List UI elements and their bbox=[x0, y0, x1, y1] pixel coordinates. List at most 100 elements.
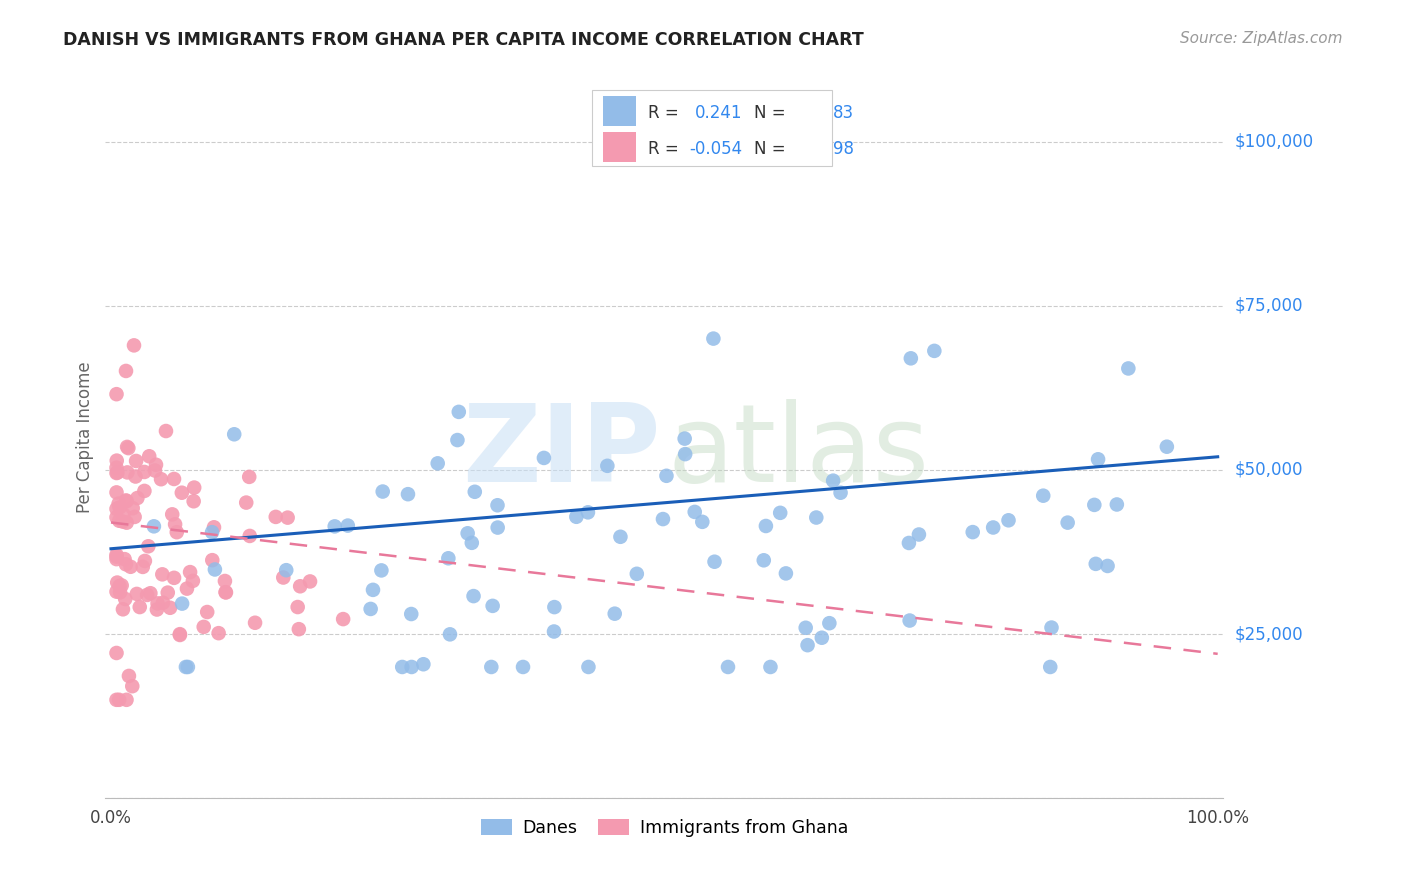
Point bbox=[142, 519, 165, 533]
Point bbox=[811, 631, 834, 645]
Point bbox=[165, 517, 187, 532]
Point bbox=[447, 405, 470, 419]
Bar bbox=[603, 95, 637, 126]
Point bbox=[166, 525, 188, 540]
Text: R =: R = bbox=[648, 104, 678, 122]
Point bbox=[150, 472, 173, 486]
Point bbox=[181, 574, 204, 588]
Text: 0.241: 0.241 bbox=[695, 104, 742, 122]
Text: $75,000: $75,000 bbox=[1234, 297, 1303, 315]
Point bbox=[370, 563, 392, 577]
Point bbox=[122, 338, 145, 352]
Point bbox=[796, 638, 818, 652]
Point bbox=[128, 600, 150, 615]
Point bbox=[360, 602, 382, 616]
Point bbox=[543, 600, 565, 615]
Point bbox=[717, 660, 740, 674]
Point bbox=[115, 440, 138, 454]
Point bbox=[114, 592, 136, 607]
Point bbox=[457, 526, 479, 541]
Point bbox=[981, 520, 1004, 534]
Point bbox=[235, 495, 257, 509]
Text: ZIP: ZIP bbox=[463, 399, 661, 505]
Point bbox=[170, 485, 193, 500]
Point bbox=[794, 621, 817, 635]
Point bbox=[121, 679, 143, 693]
Bar bbox=[603, 132, 637, 162]
Text: $50,000: $50,000 bbox=[1234, 461, 1303, 479]
Point bbox=[111, 515, 134, 529]
Point bbox=[169, 628, 191, 642]
Point bbox=[146, 602, 169, 616]
Point bbox=[105, 453, 128, 467]
Point bbox=[769, 506, 792, 520]
Point bbox=[172, 597, 194, 611]
Point bbox=[150, 567, 173, 582]
Point bbox=[463, 589, 485, 603]
Point bbox=[179, 565, 201, 579]
Point bbox=[486, 498, 509, 512]
Point bbox=[215, 585, 238, 599]
Point bbox=[115, 494, 138, 508]
Point bbox=[1087, 452, 1109, 467]
Point bbox=[437, 551, 460, 566]
Point bbox=[136, 588, 159, 602]
Point bbox=[1032, 489, 1054, 503]
Point bbox=[336, 518, 359, 533]
Point bbox=[391, 660, 413, 674]
Point bbox=[299, 574, 322, 589]
Point bbox=[214, 585, 236, 599]
Point bbox=[818, 616, 841, 631]
Point bbox=[124, 509, 146, 524]
Point bbox=[193, 620, 215, 634]
Point bbox=[609, 530, 631, 544]
Point bbox=[1156, 440, 1178, 454]
Point bbox=[112, 508, 135, 522]
Point bbox=[239, 529, 262, 543]
Point bbox=[105, 693, 128, 707]
Point bbox=[169, 627, 191, 641]
Point bbox=[673, 432, 696, 446]
Point bbox=[111, 578, 134, 592]
Point bbox=[108, 579, 131, 593]
Point bbox=[578, 660, 600, 674]
Point bbox=[1040, 621, 1063, 635]
Text: N =: N = bbox=[754, 104, 786, 122]
Point bbox=[201, 525, 224, 540]
Point bbox=[134, 483, 156, 498]
Point bbox=[105, 548, 128, 562]
Point bbox=[759, 660, 782, 674]
Point bbox=[426, 456, 449, 470]
Point bbox=[900, 351, 922, 366]
Point bbox=[755, 519, 778, 533]
Point bbox=[145, 458, 167, 472]
Text: Source: ZipAtlas.com: Source: ZipAtlas.com bbox=[1180, 31, 1343, 46]
Point bbox=[243, 615, 266, 630]
Text: -0.054: -0.054 bbox=[689, 140, 742, 159]
Point bbox=[908, 527, 931, 541]
Point bbox=[125, 587, 148, 601]
Point bbox=[323, 519, 346, 533]
Point bbox=[105, 460, 128, 475]
Point bbox=[105, 466, 128, 480]
Text: $100,000: $100,000 bbox=[1234, 133, 1313, 151]
Point bbox=[177, 660, 200, 674]
Point bbox=[481, 599, 503, 613]
Point bbox=[134, 554, 156, 568]
Point bbox=[1105, 498, 1128, 512]
Text: N =: N = bbox=[754, 140, 786, 159]
Point bbox=[105, 552, 128, 566]
Point bbox=[114, 552, 136, 566]
Text: 83: 83 bbox=[834, 104, 855, 122]
Point bbox=[924, 343, 946, 358]
Point bbox=[174, 660, 197, 674]
Point bbox=[997, 513, 1019, 527]
Point bbox=[115, 693, 138, 707]
Point bbox=[115, 493, 138, 508]
Point bbox=[117, 466, 139, 480]
Point bbox=[401, 607, 423, 621]
Point bbox=[111, 602, 134, 616]
Point bbox=[159, 600, 181, 615]
Point bbox=[105, 510, 128, 524]
Point bbox=[543, 624, 565, 639]
